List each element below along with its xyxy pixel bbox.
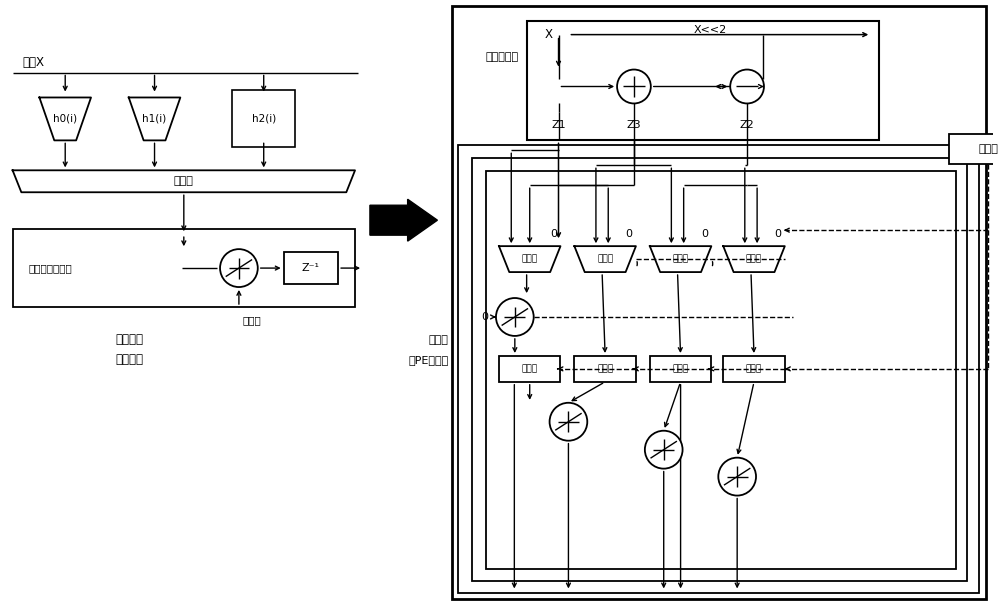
Text: 符号位: 符号位 [243, 315, 262, 325]
Bar [527, 21, 879, 140]
Circle shape [496, 298, 534, 336]
Bar [232, 91, 295, 147]
Circle shape [550, 403, 587, 441]
Text: 选择器: 选择器 [174, 176, 194, 186]
Circle shape [617, 70, 651, 103]
Bar [574, 356, 636, 382]
Text: 选择延时: 选择延时 [116, 334, 144, 346]
Text: 选择器: 选择器 [522, 255, 538, 264]
Text: Z⁻¹: Z⁻¹ [302, 263, 320, 273]
Text: 前一抽头的输出: 前一抽头的输出 [28, 263, 72, 273]
Text: h1(i): h1(i) [142, 114, 167, 124]
Text: 输入X: 输入X [23, 56, 45, 69]
Text: Z2: Z2 [740, 121, 754, 130]
Text: 移位器: 移位器 [746, 364, 762, 373]
Text: 移位器: 移位器 [673, 364, 689, 373]
Text: 预处理单元: 预处理单元 [486, 51, 519, 62]
Bar [284, 252, 338, 284]
Text: 选择器: 选择器 [597, 255, 613, 264]
Text: 选择器: 选择器 [673, 255, 689, 264]
Bar [499, 356, 560, 382]
Text: 选择器: 选择器 [746, 255, 762, 264]
Bar [452, 6, 986, 599]
Bar [13, 229, 355, 307]
Circle shape [718, 458, 756, 496]
Text: X: X [545, 28, 553, 41]
Text: 处理器: 处理器 [428, 335, 448, 345]
Text: 0: 0 [550, 229, 557, 239]
Text: h0(i): h0(i) [53, 114, 77, 124]
Text: 移位器: 移位器 [597, 364, 613, 373]
Circle shape [730, 70, 764, 103]
Text: Z1: Z1 [551, 121, 566, 130]
Bar [458, 146, 979, 594]
Bar [723, 356, 785, 382]
Bar [650, 356, 711, 382]
Text: 查找表: 查找表 [978, 144, 998, 154]
Text: 相加单元: 相加单元 [116, 353, 144, 367]
Bar [486, 171, 956, 569]
Text: Z3: Z3 [627, 121, 641, 130]
Text: 0: 0 [625, 229, 632, 239]
FancyArrow shape [370, 200, 437, 241]
Bar [949, 135, 1000, 165]
Text: h2(i): h2(i) [252, 114, 276, 124]
Text: 0: 0 [701, 229, 708, 239]
Text: 移位器: 移位器 [522, 364, 538, 373]
Text: 0: 0 [482, 312, 489, 322]
Text: （PE）单元: （PE）单元 [408, 355, 448, 365]
Text: X<<2: X<<2 [693, 24, 727, 35]
Bar [472, 159, 967, 581]
Circle shape [220, 249, 258, 287]
Text: 0: 0 [774, 229, 781, 239]
Circle shape [645, 431, 683, 469]
